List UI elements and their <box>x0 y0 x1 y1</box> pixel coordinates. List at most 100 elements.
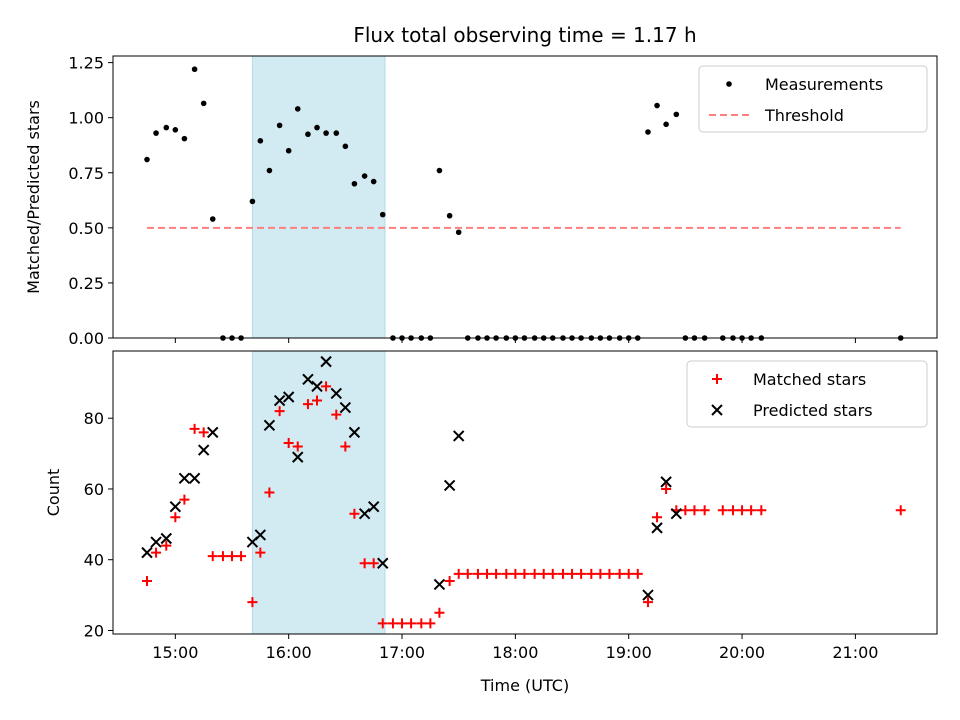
measurement-point <box>361 173 368 179</box>
legend-label: Threshold <box>764 106 844 125</box>
axes-frame <box>112 55 938 339</box>
predicted-star-point <box>377 557 389 569</box>
axes-frame <box>112 350 938 635</box>
matched-star-point <box>538 568 549 579</box>
measurement-point <box>673 111 680 118</box>
measurement-point <box>172 127 179 133</box>
matched-star-point <box>717 505 728 516</box>
predicted-star-point <box>670 508 683 520</box>
matched-star-point <box>661 483 672 494</box>
measurement-point <box>436 167 443 174</box>
predicted-star-point <box>282 391 295 403</box>
predicted-star-point <box>358 508 371 520</box>
matched-star-point <box>189 423 200 434</box>
matched-star-point <box>604 568 615 579</box>
matched-star-point <box>689 505 700 516</box>
measurement-point <box>663 121 669 128</box>
matched-star-point <box>462 568 473 579</box>
measurement-point <box>257 138 264 144</box>
matched-star-point <box>529 568 540 579</box>
matched-star-point <box>756 505 767 516</box>
predicted-star-point <box>651 522 663 534</box>
y-tick-label: 0.50 <box>68 219 104 238</box>
predicted-star-point <box>452 430 465 442</box>
matched-star-point <box>142 575 153 586</box>
measurement-point <box>294 106 301 112</box>
legend-box <box>686 360 928 428</box>
measurement-point <box>370 178 377 185</box>
legend: Measurements Threshold <box>698 65 928 133</box>
matched-star-point <box>576 568 587 579</box>
legend-label: Measurements <box>765 75 883 94</box>
matched-star-point <box>349 508 360 519</box>
predicted-star-point <box>207 426 219 439</box>
x-tick-label: 17:00 <box>379 643 425 662</box>
counts-panel: 20 40 60 80 15:00 16:00 17:00 18:00 19:00 20:00 21… <box>44 350 938 695</box>
x-tick-label: 19:00 <box>606 643 652 662</box>
predicted-star-point <box>150 536 162 548</box>
y-tick-label: 40 <box>84 551 104 570</box>
measurement-point <box>153 130 159 136</box>
matched-star-point <box>170 512 181 523</box>
matched-star-point <box>567 568 578 579</box>
matched-star-point <box>482 568 493 579</box>
matched-star-point <box>387 618 398 629</box>
matched-star-point <box>207 551 218 562</box>
predicted-star-point <box>178 472 191 485</box>
x-tick-label: 15:00 <box>152 643 198 662</box>
matched-star-point <box>472 568 483 579</box>
y-tick-label: 0.25 <box>68 274 104 293</box>
y-tick-label: 0.00 <box>68 329 104 348</box>
matched-star-point <box>397 618 408 629</box>
measurement-point <box>455 229 462 236</box>
measurement-point <box>249 198 256 205</box>
measurement-point <box>333 130 340 136</box>
matched-star-point <box>680 505 691 516</box>
matched-star-point <box>510 568 521 579</box>
measurement-point <box>285 147 292 154</box>
matched-star-point <box>359 558 370 569</box>
measurement-point <box>351 180 358 187</box>
matched-star-point <box>247 597 258 608</box>
matched-star-point <box>434 607 445 618</box>
predicted-star-point <box>160 532 172 545</box>
x-axis-label: Time (UTC) <box>480 676 569 695</box>
matched-star-point <box>614 568 625 579</box>
matched-star-point <box>699 505 710 516</box>
y-tick-label: 20 <box>84 621 104 640</box>
measurement-point <box>200 100 207 107</box>
measurement-point <box>379 211 386 218</box>
predicted-star-point <box>254 529 267 541</box>
predicted-star-point <box>367 500 380 513</box>
matched-star-point <box>312 395 323 406</box>
measurement-point <box>266 167 273 174</box>
measurement-point <box>209 216 216 222</box>
measurement-point <box>323 130 329 136</box>
matched-star-point <box>331 409 342 420</box>
matched-star-point <box>217 551 228 562</box>
matched-star-point <box>547 568 558 579</box>
predicted-star-point <box>292 451 304 463</box>
predicted-star-point <box>642 589 654 601</box>
predicted-star-point <box>433 578 446 591</box>
measurement-point <box>446 212 453 219</box>
y-tick-label: 1.00 <box>68 109 104 128</box>
matched-star-point <box>444 575 455 586</box>
predicted-star-point <box>169 500 182 513</box>
predicted-star-point <box>311 380 323 393</box>
measurement-point <box>144 156 150 163</box>
x-tick-label: 20:00 <box>719 643 765 662</box>
chart-title: Flux total observing time = 1.17 h <box>353 23 696 47</box>
matched-star-point <box>746 505 757 516</box>
matched-star-point <box>264 487 275 498</box>
y-axis-label: Matched/Predicted stars <box>24 100 43 294</box>
matched-star-point <box>321 381 332 392</box>
predicted-star-point <box>348 426 361 439</box>
legend-marker-predicted <box>711 404 723 416</box>
y-tick-label: 60 <box>84 480 104 499</box>
matched-star-point <box>340 441 351 452</box>
predicted-star-point <box>660 476 672 488</box>
predicted-star-point <box>339 401 352 414</box>
matched-star-point <box>586 568 597 579</box>
x-tick-label: 21:00 <box>832 643 878 662</box>
